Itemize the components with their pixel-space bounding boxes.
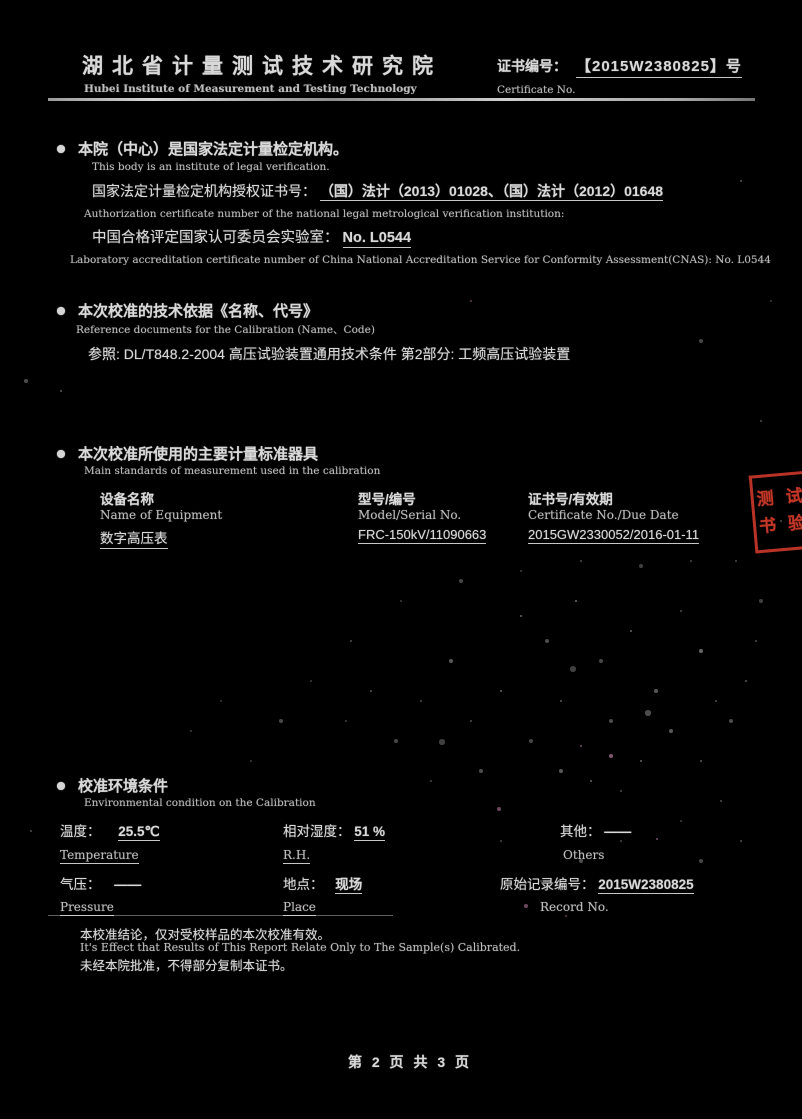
scan-noise-layer-3	[0, 0, 2, 2]
col-header-name: 设备名称	[100, 492, 154, 507]
humidity-field: 相对湿度： 51 %	[283, 820, 386, 841]
environment-divider	[48, 915, 393, 916]
note-line-2: 未经本院批准，不得部分复制本证书。	[80, 959, 293, 973]
record-no-label: 原始记录编号：	[500, 877, 595, 892]
institute-name-en: Hubei Institute of Measurement and Testi…	[84, 83, 417, 95]
certificate-due-cell: 2015GW2330052/2016-01-11	[528, 527, 700, 544]
place-value: 现场	[335, 877, 363, 894]
pressure-value: ——	[114, 877, 142, 892]
auth-cert-value: （国）法计（2013）01028、（国）法计（2012）01648	[319, 183, 664, 201]
legal-title: 本院（中心）是国家法定计量检定机构。	[78, 141, 349, 158]
environment-title-en: Environmental condition on the Calibrati…	[84, 797, 316, 809]
humidity-label: 相对湿度：	[283, 824, 351, 839]
cnas-value: No. L0544	[342, 230, 412, 248]
place-label: 地点：	[283, 877, 324, 892]
cnas-line-en: Laboratory accreditation certificate num…	[70, 254, 771, 266]
col-header-certificate: 证书号/有效期	[528, 492, 613, 507]
humidity-value: 51 %	[354, 824, 386, 841]
model-serial-cell: FRC-150kV/11090663	[358, 527, 487, 544]
record-no-label-en: Record No.	[540, 900, 609, 914]
pressure-label: 气压：	[60, 877, 101, 892]
bullet-icon	[57, 782, 65, 790]
page-footer: 第 2 页 共 3 页	[347, 1054, 473, 1070]
red-seal-stamp: 测书 试验	[748, 470, 802, 554]
others-label: 其他：	[560, 824, 601, 839]
note-line-1-en: It's Effect that Results of This Report …	[80, 941, 521, 954]
standards-title: 本次校准所使用的主要计量标准器具	[78, 446, 319, 463]
place-field: 地点： 现场	[283, 873, 363, 894]
bullet-icon	[57, 450, 65, 458]
col-header-model-en: Model/Serial No.	[358, 508, 462, 522]
note-line-1: 本校准结论，仅对受校样品的本次校准有效。	[80, 928, 331, 942]
certificate-no-value: 【2015W2380825】号	[576, 55, 742, 78]
temperature-field: 温度： 25.5℃	[60, 820, 160, 841]
legal-title-en: This body is an institute of legal verif…	[92, 161, 330, 173]
col-header-model: 型号/编号	[358, 492, 416, 507]
temperature-label-en: Temperature	[60, 848, 139, 864]
record-no-value: 2015W2380825	[598, 877, 694, 894]
auth-cert-line: 国家法定计量检定机构授权证书号： （国）法计（2013）01028、（国）法计（…	[92, 181, 664, 201]
reference-title: 本次校准的技术依据《名称、代号》	[78, 303, 319, 320]
reference-content: 参照: DL/T848.2-2004 高压试验装置通用技术条件 第2部分: 工频…	[88, 346, 571, 362]
others-value: ——	[604, 824, 632, 839]
auth-cert-line-en: Authorization certificate number of the …	[84, 208, 565, 220]
pressure-field: 气压： ——	[60, 873, 141, 893]
pressure-label-en: Pressure	[60, 900, 114, 916]
temperature-value: 25.5℃	[118, 824, 160, 841]
cnas-line: 中国合格评定国家认可委员会实验室： No. L0544	[92, 226, 412, 248]
bullet-icon	[57, 145, 65, 153]
certificate-no-label-en: Certificate No.	[497, 84, 576, 96]
auth-cert-label: 国家法定计量检定机构授权证书号：	[92, 183, 316, 199]
environment-title: 校准环境条件	[78, 778, 169, 795]
cnas-label: 中国合格评定国家认可委员会实验室：	[92, 230, 339, 246]
record-no-field: 原始记录编号： 2015W2380825	[500, 873, 694, 894]
others-field: 其他： ——	[560, 820, 631, 840]
others-label-en: Others	[563, 848, 605, 862]
col-header-name-en: Name of Equipment	[100, 508, 223, 522]
stamp-text-right: 试验	[784, 486, 802, 535]
standards-title-en: Main standards of measurement used in th…	[84, 465, 381, 477]
reference-title-en: Reference documents for the Calibration …	[76, 324, 375, 336]
humidity-label-en: R.H.	[283, 848, 311, 864]
equipment-name-cell: 数字高压表	[100, 527, 168, 549]
temperature-label: 温度：	[60, 824, 101, 839]
place-label-en: Place	[283, 900, 316, 916]
bullet-icon	[57, 307, 65, 315]
institute-name: 湖北省计量测试技术研究院	[82, 55, 442, 78]
col-header-certificate-en: Certificate No./Due Date	[528, 508, 679, 522]
certificate-no-label: 证书编号：	[497, 58, 567, 74]
stamp-text-left: 测书	[755, 488, 778, 538]
header-divider	[48, 98, 755, 101]
